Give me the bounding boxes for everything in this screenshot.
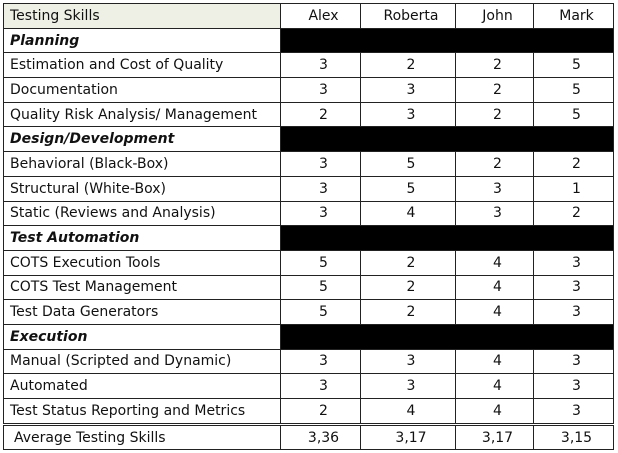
skill-name-cell: Structural (White-Box): [3, 175, 281, 202]
skill-name-cell: Estimation and Cost of Quality: [3, 52, 281, 79]
section-label: Planning: [3, 27, 281, 54]
skill-name-cell: COTS Test Management: [3, 274, 281, 301]
section-header-row: Planning: [3, 27, 614, 54]
average-value-cell: 3,17: [360, 422, 456, 451]
section-fill-bar: [280, 27, 614, 54]
score-cell: 4: [455, 398, 534, 425]
header-skills-cell: Testing Skills: [3, 3, 281, 29]
score-cell: 2: [455, 77, 534, 103]
score-cell: 4: [455, 348, 534, 375]
skill-row: Manual (Scripted and Dynamic) 3 3 4 3: [3, 348, 614, 375]
score-cell: 3: [360, 77, 456, 103]
score-cell: 3: [280, 175, 361, 202]
score-cell: 2: [280, 398, 361, 425]
score-cell: 5: [533, 52, 614, 79]
score-cell: 3: [360, 101, 456, 128]
skill-row: COTS Test Management 5 2 4 3: [3, 274, 614, 301]
score-cell: 5: [280, 249, 361, 276]
skill-name-cell: Quality Risk Analysis/ Management: [3, 101, 281, 128]
skill-row: Estimation and Cost of Quality 3 2 2 5: [3, 52, 614, 79]
skill-name-cell: Test Status Reporting and Metrics: [3, 398, 281, 425]
score-cell: 5: [280, 274, 361, 301]
average-label-cell: Average Testing Skills: [3, 422, 281, 451]
score-cell: 3: [360, 348, 456, 375]
average-value-cell: 3,17: [455, 422, 534, 451]
score-cell: 5: [360, 175, 456, 202]
header-person-cell: Roberta: [360, 3, 456, 29]
average-value-cell: 3,15: [533, 422, 614, 451]
skill-name-cell: Automated: [3, 373, 281, 399]
section-label: Test Automation: [3, 225, 281, 251]
skill-row: Test Data Generators 5 2 4 3: [3, 299, 614, 325]
score-cell: 3: [360, 373, 456, 399]
score-cell: 2: [280, 101, 361, 128]
score-cell: 3: [533, 274, 614, 301]
score-cell: 2: [360, 274, 456, 301]
skill-row: COTS Execution Tools 5 2 4 3: [3, 249, 614, 276]
skill-name-cell: Test Data Generators: [3, 299, 281, 325]
section-label: Execution: [3, 323, 281, 350]
skill-row: Test Status Reporting and Metrics 2 4 4 3: [3, 398, 614, 425]
score-cell: 2: [455, 52, 534, 79]
skill-row: Quality Risk Analysis/ Management 2 3 2 5: [3, 101, 614, 128]
score-cell: 3: [280, 151, 361, 177]
score-cell: 1: [533, 175, 614, 202]
score-cell: 3: [533, 249, 614, 276]
section-fill-bar: [280, 225, 614, 251]
header-row: Testing Skills Alex Roberta John Mark: [3, 3, 614, 29]
score-cell: 3: [280, 373, 361, 399]
average-value-cell: 3,36: [280, 422, 361, 451]
section-header-row: Design/Development: [3, 126, 614, 153]
skill-name-cell: COTS Execution Tools: [3, 249, 281, 276]
score-cell: 2: [360, 249, 456, 276]
score-cell: 4: [455, 299, 534, 325]
skill-name-cell: Manual (Scripted and Dynamic): [3, 348, 281, 375]
score-cell: 3: [455, 200, 534, 227]
score-cell: 2: [533, 200, 614, 227]
section-header-row: Test Automation: [3, 225, 614, 251]
skill-row: Structural (White-Box) 3 5 3 1: [3, 175, 614, 202]
score-cell: 5: [533, 101, 614, 128]
score-cell: 3: [533, 398, 614, 425]
skill-row: Documentation 3 3 2 5: [3, 77, 614, 103]
score-cell: 3: [280, 77, 361, 103]
skills-table-body: Testing Skills Alex Roberta John Mark Pl…: [3, 3, 614, 451]
score-cell: 4: [360, 200, 456, 227]
score-cell: 3: [533, 299, 614, 325]
score-cell: 3: [280, 52, 361, 79]
score-cell: 3: [280, 200, 361, 227]
header-person-cell: Mark: [533, 3, 614, 29]
score-cell: 3: [533, 373, 614, 399]
section-header-row: Execution: [3, 323, 614, 350]
score-cell: 3: [280, 348, 361, 375]
score-cell: 2: [360, 52, 456, 79]
score-cell: 5: [280, 299, 361, 325]
skill-row: Static (Reviews and Analysis) 3 4 3 2: [3, 200, 614, 227]
average-row: Average Testing Skills 3,36 3,17 3,17 3,15: [3, 422, 614, 451]
score-cell: 4: [455, 373, 534, 399]
section-fill-bar: [280, 323, 614, 350]
score-cell: 4: [455, 249, 534, 276]
skill-row: Behavioral (Black-Box) 3 5 2 2: [3, 151, 614, 177]
section-fill-bar: [280, 126, 614, 153]
score-cell: 3: [533, 348, 614, 375]
score-cell: 4: [360, 398, 456, 425]
skills-sheet: Testing Skills Alex Roberta John Mark Pl…: [3, 3, 614, 451]
score-cell: 2: [360, 299, 456, 325]
header-person-cell: John: [455, 3, 534, 29]
skills-table: Testing Skills Alex Roberta John Mark Pl…: [3, 3, 614, 451]
skill-row: Automated 3 3 4 3: [3, 373, 614, 399]
header-person-cell: Alex: [280, 3, 361, 29]
score-cell: 5: [360, 151, 456, 177]
score-cell: 2: [455, 151, 534, 177]
score-cell: 5: [533, 77, 614, 103]
score-cell: 2: [455, 101, 534, 128]
score-cell: 2: [533, 151, 614, 177]
score-cell: 3: [455, 175, 534, 202]
section-label: Design/Development: [3, 126, 281, 153]
skill-name-cell: Behavioral (Black-Box): [3, 151, 281, 177]
skill-name-cell: Documentation: [3, 77, 281, 103]
skill-name-cell: Static (Reviews and Analysis): [3, 200, 281, 227]
score-cell: 4: [455, 274, 534, 301]
